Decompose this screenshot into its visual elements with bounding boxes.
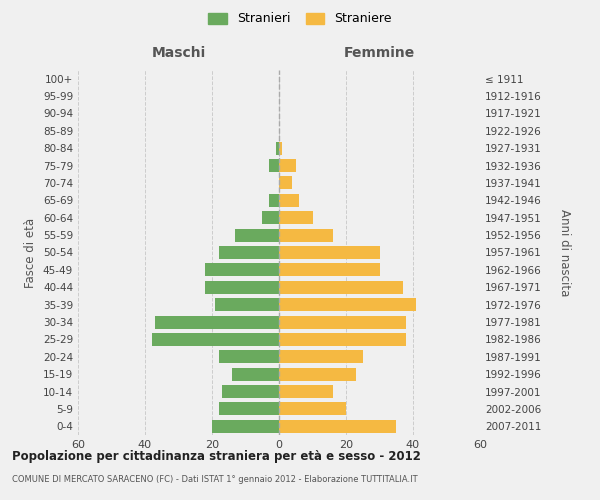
Bar [232, 368, 279, 380]
Bar [279, 368, 356, 380]
Bar [279, 402, 346, 415]
Bar [279, 385, 332, 398]
Bar [205, 264, 279, 276]
Bar [155, 316, 279, 328]
Bar [279, 420, 396, 433]
Bar [218, 246, 279, 259]
Text: COMUNE DI MERCATO SARACENO (FC) - Dati ISTAT 1° gennaio 2012 - Elaborazione TUTT: COMUNE DI MERCATO SARACENO (FC) - Dati I… [12, 475, 418, 484]
Bar [269, 194, 279, 207]
Bar [205, 280, 279, 294]
Bar [235, 228, 279, 241]
Bar [279, 228, 332, 241]
Y-axis label: Fasce di età: Fasce di età [25, 218, 37, 288]
Bar [279, 298, 416, 311]
Bar [218, 350, 279, 364]
Text: Femmine: Femmine [344, 46, 415, 60]
Bar [279, 280, 403, 294]
Bar [279, 176, 292, 190]
Text: Popolazione per cittadinanza straniera per età e sesso - 2012: Popolazione per cittadinanza straniera p… [12, 450, 421, 463]
Bar [222, 385, 279, 398]
Bar [275, 142, 279, 154]
Y-axis label: Anni di nascita: Anni di nascita [558, 209, 571, 296]
Bar [279, 333, 406, 346]
Legend: Stranieri, Straniere: Stranieri, Straniere [205, 8, 395, 29]
Bar [152, 333, 279, 346]
Bar [279, 264, 380, 276]
Bar [279, 159, 296, 172]
Bar [212, 420, 279, 433]
Bar [269, 159, 279, 172]
Bar [279, 194, 299, 207]
Bar [279, 316, 406, 328]
Bar [279, 246, 380, 259]
Bar [218, 402, 279, 415]
Bar [279, 142, 283, 154]
Text: Maschi: Maschi [151, 46, 206, 60]
Bar [215, 298, 279, 311]
Bar [262, 211, 279, 224]
Bar [279, 350, 363, 364]
Bar [279, 211, 313, 224]
